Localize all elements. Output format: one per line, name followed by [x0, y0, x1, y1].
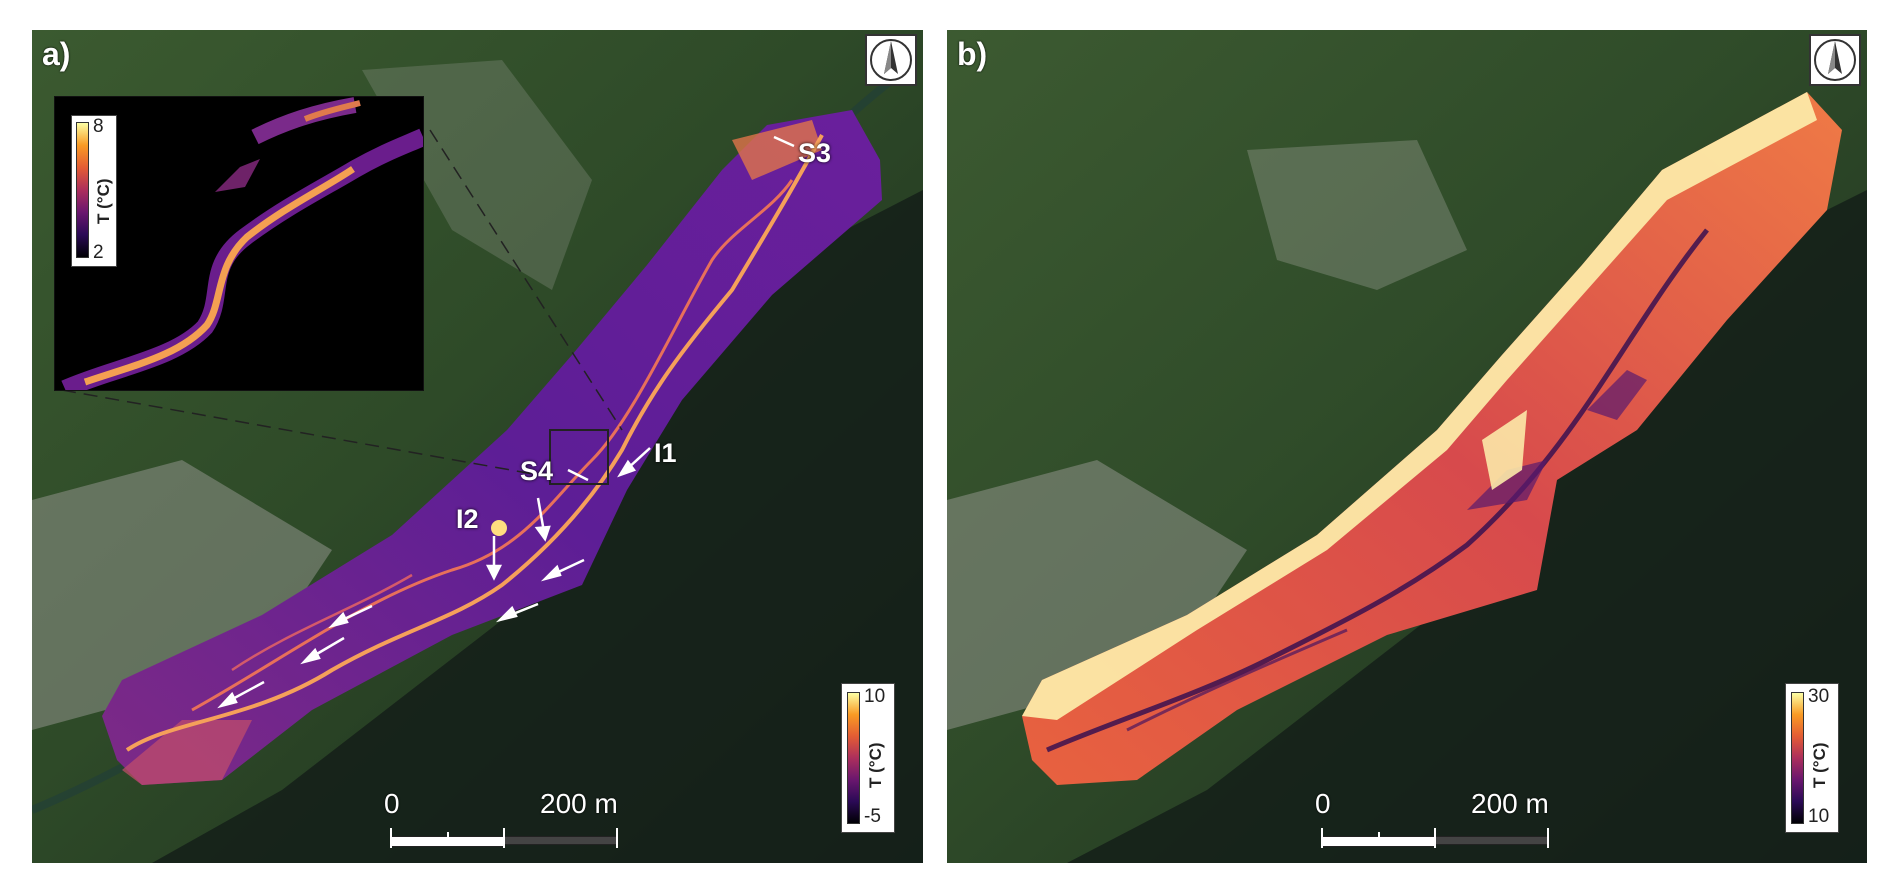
inset-extent-box	[549, 429, 609, 485]
north-arrow-icon	[1809, 34, 1861, 86]
inset-leader-line-bottom	[61, 389, 551, 478]
colorbar-a-unit: T (°C)	[866, 742, 885, 788]
inset-colorbar-max: 8	[93, 116, 104, 137]
scalebar-b: 0 200 m	[1303, 788, 1553, 863]
site-label-i2: I2	[456, 504, 479, 534]
colorbar-a: 10 -5 T (°C)	[841, 683, 895, 833]
scalebar-a-tick	[390, 828, 392, 848]
scalebar-b-distance: 200 m	[1471, 788, 1549, 819]
inset-colorbar-min: 2	[93, 242, 104, 263]
scalebar-b-tick	[1378, 832, 1380, 844]
colorbar-b-unit: T (°C)	[1810, 742, 1829, 788]
colorbar-b-max: 30	[1808, 686, 1830, 707]
scalebar-a-segment-2	[504, 836, 617, 845]
site-label-s3: S3	[798, 138, 832, 168]
scalebar-b-tick	[1547, 828, 1549, 848]
scalebar-a-tick	[616, 828, 618, 848]
north-arrow-icon	[865, 34, 917, 86]
scalebar-b-zero: 0	[1315, 788, 1331, 819]
inset-upper-stream-warm	[303, 100, 361, 122]
thermal-cool-channel-2	[1126, 628, 1348, 732]
spring-hotspot-i2	[491, 520, 507, 536]
stream-main	[125, 134, 824, 752]
scalebar-a-tick	[503, 828, 505, 848]
colorbar-a-gradient	[847, 692, 860, 824]
thermal-hot-band	[1022, 92, 1817, 720]
thermal-bright-patch	[1482, 410, 1527, 490]
stream-tertiary	[231, 573, 413, 672]
inset-main-stream-warm	[83, 166, 355, 386]
colorbar-b-min: 10	[1808, 806, 1830, 827]
scalebar-b-tick	[1434, 828, 1436, 848]
scalebar-a-tick	[447, 832, 449, 844]
thermal-mosaic	[102, 110, 882, 785]
colorbar-b-gradient	[1791, 692, 1804, 824]
inset-thermal-map	[61, 97, 423, 390]
thermal-warm-edge	[122, 720, 252, 785]
inset-leader-line-top	[429, 129, 623, 431]
panel-b-map	[947, 30, 1867, 863]
inset-colorbar: 8 2 T (°C)	[71, 115, 117, 267]
thermal-cool-channel	[1046, 228, 1709, 753]
inset-colorbar-gradient	[76, 122, 89, 258]
scalebar-b-tick	[1321, 828, 1323, 848]
panel-label-b: b)	[957, 36, 988, 72]
panel-b-thermal-summer: b) 0 200 m 30 10 T (°C)	[947, 30, 1867, 863]
rock-outcrop-upper	[1247, 140, 1467, 290]
panel-label-a: a)	[42, 36, 71, 72]
s4-pointer	[567, 468, 589, 482]
colorbar-a-min: -5	[864, 806, 881, 827]
thermal-warm-corner	[732, 120, 822, 180]
site-label-s4: S4	[520, 456, 554, 486]
scalebar-a-distance: 200 m	[540, 788, 618, 819]
flow-arrow-icon	[217, 447, 651, 709]
inset-side-patch	[215, 159, 260, 192]
scalebar-b-segment-2	[1435, 836, 1548, 845]
scalebar-a-zero: 0	[384, 788, 400, 819]
site-label-i1: I1	[654, 438, 677, 468]
colorbar-b: 30 10 T (°C)	[1785, 683, 1839, 833]
s3-pointer	[773, 135, 795, 148]
colorbar-a-max: 10	[864, 686, 886, 707]
panel-a-map	[32, 30, 923, 863]
panel-a-thermal-winter: S3 S4 I1 I2 a) 8 2 T (°C) 0 200 m	[32, 30, 923, 863]
inset-colorbar-unit: T (°C)	[94, 178, 113, 224]
scalebar-a: 0 200 m	[372, 788, 622, 863]
inset-thermal-detail: 8 2 T (°C)	[54, 96, 424, 391]
